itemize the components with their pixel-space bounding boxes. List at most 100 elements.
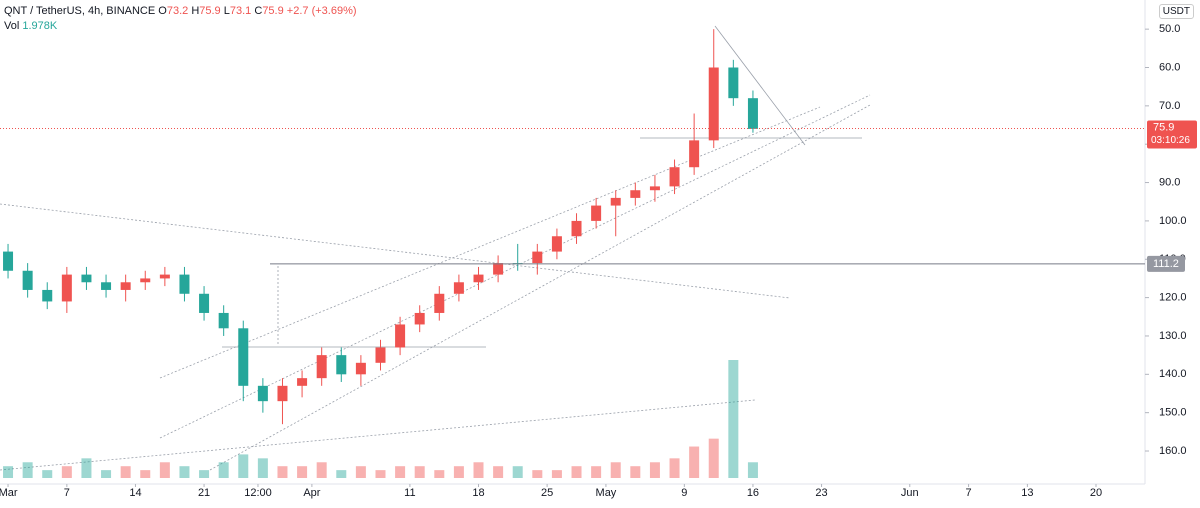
x-tick-label: 12:00 bbox=[244, 487, 272, 499]
x-tick-label: May bbox=[596, 487, 617, 499]
trendline bbox=[159, 106, 821, 379]
price-box bbox=[1147, 120, 1197, 149]
x-tick-label: Mar bbox=[0, 487, 18, 499]
volume-bar bbox=[512, 466, 523, 478]
volume-bar bbox=[218, 462, 229, 478]
symbol: QNT / TetherUS, 4h, BINANCE bbox=[4, 5, 156, 17]
volume-bar bbox=[61, 466, 72, 478]
volume-bar bbox=[22, 462, 33, 478]
trendline bbox=[0, 399, 756, 471]
volume-bar bbox=[120, 466, 131, 478]
x-tick-label: 14 bbox=[129, 487, 141, 499]
volume-bar bbox=[257, 458, 268, 478]
currency-button[interactable]: USDT bbox=[1158, 4, 1194, 19]
candle-body bbox=[532, 251, 543, 264]
x-tick-label: Apr bbox=[303, 487, 320, 499]
y-tick-label: 60.0 bbox=[1159, 61, 1180, 73]
price-label: 75.9 bbox=[1153, 121, 1174, 133]
ohlc-label: O bbox=[158, 5, 167, 17]
x-tick-label: 7 bbox=[64, 487, 70, 499]
candle-body bbox=[336, 355, 347, 375]
candle-body bbox=[434, 293, 445, 313]
volume-bar bbox=[414, 466, 425, 478]
volume-bar bbox=[159, 462, 170, 478]
ohlc-value: 75.9 bbox=[199, 5, 221, 17]
legend: QNT / TetherUS, 4h, BINANCE O73.2 H75.9 … bbox=[4, 4, 357, 34]
y-tick-label: 50.0 bbox=[1159, 23, 1180, 35]
trendline bbox=[0, 203, 791, 299]
ohlc-value: 73.1 bbox=[229, 5, 252, 17]
candle-body bbox=[649, 186, 660, 191]
y-tick-label: 90.0 bbox=[1159, 176, 1180, 188]
volume-bar bbox=[238, 454, 249, 478]
volume-bar bbox=[708, 438, 719, 478]
volume-bar bbox=[610, 462, 621, 478]
candle-body bbox=[101, 282, 112, 290]
candle-body bbox=[395, 324, 406, 348]
candle-body bbox=[179, 274, 190, 294]
drawings bbox=[222, 25, 862, 348]
candle-body bbox=[297, 378, 308, 386]
x-tick-label: 16 bbox=[747, 487, 759, 499]
candle-body bbox=[414, 312, 425, 325]
volume-bar bbox=[473, 462, 484, 478]
candle-body bbox=[238, 328, 249, 386]
x-tick-label: 20 bbox=[1090, 487, 1102, 499]
level-box bbox=[1147, 255, 1185, 272]
y-tick-label: 160.0 bbox=[1159, 445, 1187, 457]
ohlc-label: C bbox=[254, 5, 263, 17]
volume-bar bbox=[336, 470, 347, 478]
candle-body bbox=[81, 274, 92, 283]
candle-body bbox=[747, 98, 758, 129]
x-tick-label: 7 bbox=[966, 487, 972, 499]
volume-bar bbox=[630, 466, 641, 478]
candle-body bbox=[159, 274, 170, 279]
candle-body bbox=[257, 385, 268, 402]
candle-body bbox=[355, 362, 366, 375]
candle-body bbox=[493, 263, 504, 275]
y-tick-label: 140.0 bbox=[1159, 368, 1187, 380]
ohlc-label: H bbox=[191, 5, 200, 17]
candle-body bbox=[277, 385, 288, 402]
volume-bar bbox=[493, 466, 504, 478]
candle-body bbox=[728, 67, 739, 99]
volume-bar bbox=[3, 466, 14, 478]
candle-body bbox=[199, 293, 210, 313]
volume-bar bbox=[453, 466, 464, 478]
level-label: 111.2 bbox=[1153, 258, 1179, 270]
x-tick-label: 21 bbox=[198, 487, 210, 499]
candle-body bbox=[140, 278, 151, 283]
volume-bar bbox=[649, 462, 660, 478]
volume-bar bbox=[355, 466, 366, 478]
trendline bbox=[159, 94, 871, 439]
volume-bar bbox=[140, 470, 151, 478]
candle-body bbox=[453, 282, 464, 294]
candle-body bbox=[120, 282, 131, 290]
volume-bar bbox=[42, 470, 53, 478]
volume-bar bbox=[375, 470, 386, 478]
ohlc-value: 75.9 bbox=[262, 5, 284, 17]
change: +2.7 (+3.69%) bbox=[286, 5, 357, 17]
volume-bar bbox=[395, 466, 406, 478]
volume-bar bbox=[689, 446, 700, 478]
y-tick-label: 100.0 bbox=[1159, 215, 1187, 227]
y-tick-label: 70.0 bbox=[1159, 100, 1180, 112]
volume-bar bbox=[532, 470, 543, 478]
ohlc-value: 73.2 bbox=[166, 5, 189, 17]
x-tick-label: 25 bbox=[541, 487, 553, 499]
volume-bar bbox=[277, 466, 288, 478]
candle-body bbox=[473, 274, 484, 283]
volume-bar bbox=[297, 466, 308, 478]
ohlc-label: L bbox=[223, 5, 230, 17]
candle-body bbox=[375, 347, 386, 363]
x-tick-label: 11 bbox=[404, 487, 415, 499]
x-tick-label: 18 bbox=[472, 487, 484, 499]
countdown: 03:10:26 bbox=[1151, 135, 1190, 146]
volume-bar bbox=[101, 470, 112, 478]
x-tick-label: Jun bbox=[901, 487, 919, 499]
candle-body bbox=[22, 270, 33, 290]
candle-body bbox=[218, 312, 229, 329]
volume-bar bbox=[728, 360, 739, 478]
